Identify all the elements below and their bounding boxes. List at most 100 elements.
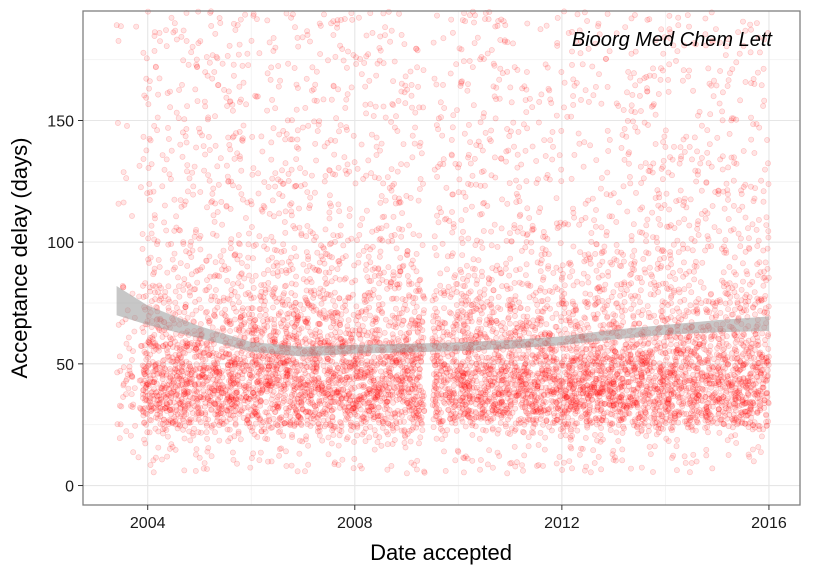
data-point bbox=[317, 119, 322, 124]
data-point bbox=[205, 436, 210, 441]
data-point bbox=[217, 15, 222, 20]
data-point bbox=[195, 64, 200, 69]
data-point bbox=[215, 83, 220, 88]
data-point bbox=[329, 314, 334, 319]
data-point bbox=[382, 214, 387, 219]
data-point bbox=[277, 191, 282, 196]
data-point bbox=[419, 358, 424, 363]
data-point bbox=[233, 416, 238, 421]
data-point bbox=[384, 354, 389, 359]
data-point bbox=[179, 82, 184, 87]
data-point bbox=[218, 370, 223, 375]
data-point bbox=[199, 430, 204, 435]
data-point bbox=[192, 367, 197, 372]
data-point bbox=[449, 17, 454, 22]
data-point bbox=[338, 43, 343, 48]
data-point bbox=[289, 213, 294, 218]
data-point bbox=[196, 41, 201, 46]
data-point bbox=[305, 409, 310, 414]
data-point bbox=[394, 374, 399, 379]
data-point bbox=[188, 438, 193, 443]
data-point bbox=[198, 420, 203, 425]
data-point bbox=[284, 463, 289, 468]
data-point bbox=[202, 461, 207, 466]
data-point bbox=[119, 404, 124, 409]
data-point bbox=[207, 352, 212, 357]
data-point bbox=[399, 413, 404, 418]
data-point bbox=[368, 290, 373, 295]
data-point bbox=[400, 211, 405, 216]
data-point bbox=[373, 395, 378, 400]
data-point bbox=[398, 330, 403, 335]
data-point bbox=[220, 325, 225, 330]
data-point bbox=[673, 276, 678, 281]
data-point bbox=[317, 21, 322, 26]
data-point bbox=[338, 223, 343, 228]
data-point bbox=[345, 414, 350, 419]
data-point bbox=[156, 445, 161, 450]
data-point bbox=[279, 417, 284, 422]
data-point bbox=[306, 257, 311, 262]
data-point bbox=[159, 457, 164, 462]
data-point bbox=[279, 168, 284, 173]
data-point bbox=[366, 408, 371, 413]
data-point bbox=[151, 458, 156, 463]
data-point bbox=[596, 454, 601, 459]
data-point bbox=[344, 396, 349, 401]
data-point bbox=[385, 286, 390, 291]
data-point bbox=[362, 316, 367, 321]
data-point bbox=[765, 246, 770, 251]
data-point bbox=[164, 347, 169, 352]
data-point bbox=[348, 366, 353, 371]
data-point bbox=[137, 163, 142, 168]
data-point bbox=[307, 206, 312, 211]
data-point bbox=[314, 98, 319, 103]
data-point bbox=[327, 193, 332, 198]
data-point bbox=[342, 155, 347, 160]
data-point bbox=[120, 283, 125, 288]
data-point bbox=[294, 145, 299, 150]
data-point bbox=[283, 137, 288, 142]
data-point bbox=[333, 172, 338, 177]
data-point bbox=[238, 97, 243, 102]
data-point bbox=[184, 126, 189, 131]
data-point bbox=[190, 44, 195, 49]
data-point bbox=[260, 149, 265, 154]
data-point bbox=[132, 386, 137, 391]
data-point bbox=[177, 376, 182, 381]
data-point bbox=[294, 107, 299, 112]
data-point bbox=[404, 162, 409, 167]
data-point bbox=[757, 125, 762, 130]
data-point bbox=[244, 395, 249, 400]
data-point bbox=[413, 296, 418, 301]
data-point bbox=[368, 367, 373, 372]
data-point bbox=[182, 281, 187, 286]
data-point bbox=[204, 54, 209, 59]
data-point bbox=[650, 210, 655, 215]
data-point bbox=[417, 105, 422, 110]
data-point bbox=[262, 205, 267, 210]
data-point bbox=[202, 404, 207, 409]
data-point bbox=[253, 421, 258, 426]
data-point bbox=[253, 325, 258, 330]
data-point bbox=[236, 232, 241, 237]
data-point bbox=[290, 12, 295, 17]
data-point bbox=[386, 9, 391, 14]
data-point bbox=[399, 310, 404, 315]
data-point bbox=[251, 285, 256, 290]
data-point bbox=[147, 181, 152, 186]
data-point bbox=[422, 409, 427, 414]
data-point bbox=[282, 284, 287, 289]
data-point bbox=[403, 445, 408, 450]
data-point bbox=[346, 296, 351, 301]
data-point bbox=[399, 89, 404, 94]
data-point bbox=[418, 435, 423, 440]
data-point bbox=[507, 181, 512, 186]
data-point bbox=[310, 420, 315, 425]
data-point bbox=[695, 149, 700, 154]
data-point bbox=[173, 417, 178, 422]
data-point bbox=[363, 267, 368, 272]
data-point bbox=[471, 257, 476, 262]
data-point bbox=[367, 313, 372, 318]
data-point bbox=[286, 178, 291, 183]
